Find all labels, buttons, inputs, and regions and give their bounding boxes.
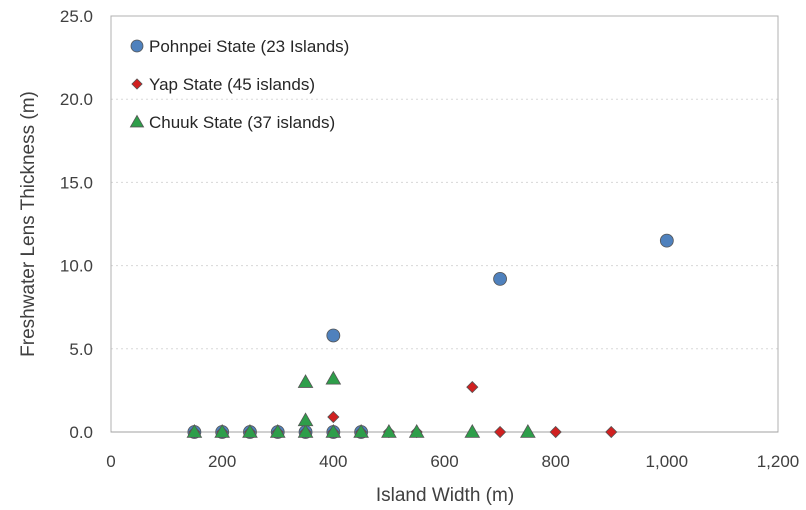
chuuk-point (325, 424, 342, 438)
chuuk-point (297, 412, 314, 427)
chuuk-point (214, 424, 231, 438)
chuuk-point (353, 424, 369, 438)
x-tick-label: 400 (319, 452, 347, 471)
chuuk-point (242, 424, 258, 438)
chuuk-point (325, 370, 342, 385)
chuuk-point (464, 424, 481, 438)
y-tick-label: 25.0 (60, 7, 93, 26)
chuuk-point (520, 424, 536, 438)
legend-marker (129, 114, 145, 128)
gridlines (111, 98, 778, 350)
yap-point (605, 425, 618, 439)
chuuk-point (297, 424, 314, 438)
x-tick-label: 600 (430, 452, 458, 471)
x-axis-title: Island Width (m) (376, 485, 514, 506)
legend-marker (130, 39, 144, 53)
yap-point (549, 425, 562, 439)
y-tick-label: 10.0 (60, 257, 93, 276)
y-axis-title: Freshwater Lens Thickness (m) (18, 91, 39, 357)
pohnpei-point (326, 328, 341, 343)
y-tick-label: 15.0 (60, 173, 93, 192)
chuuk-point (186, 424, 203, 438)
x-axis-ticks: 0 200 400 600 800 1,000 1,200 (106, 452, 799, 471)
x-tick-label: 1,200 (757, 452, 800, 471)
legend-label: Chuuk State (37 islands) (149, 113, 335, 132)
x-tick-label: 800 (541, 452, 569, 471)
x-tick-label: 1,000 (646, 452, 689, 471)
y-tick-label: 20.0 (60, 90, 93, 109)
pohnpei-point (659, 233, 674, 248)
x-tick-label: 200 (208, 452, 236, 471)
chuuk-point (297, 374, 314, 388)
legend: Pohnpei State (23 Islands) Yap State (45 … (129, 37, 349, 132)
y-tick-label: 0.0 (69, 423, 93, 442)
y-tick-label: 5.0 (69, 340, 93, 359)
data-points (186, 233, 674, 439)
yap-point (466, 380, 479, 394)
x-tick-label: 0 (106, 452, 115, 471)
pohnpei-point (493, 272, 507, 286)
chuuk-point (381, 424, 397, 438)
legend-label: Pohnpei State (23 Islands) (149, 37, 349, 56)
y-axis-ticks: 0.0 5.0 10.0 15.0 20.0 25.0 (60, 7, 93, 442)
legend-label: Yap State (45 islands) (149, 75, 315, 94)
yap-point (493, 425, 507, 439)
yap-point (327, 410, 340, 424)
legend-marker (131, 78, 143, 90)
chuuk-point (408, 424, 425, 438)
chuuk-point (269, 424, 286, 438)
